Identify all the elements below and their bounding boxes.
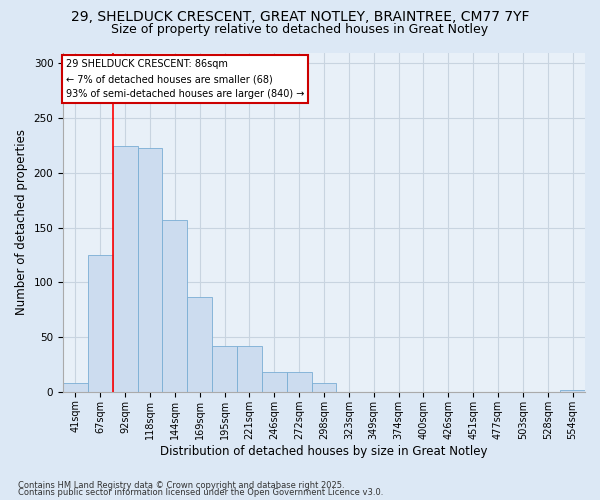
Y-axis label: Number of detached properties: Number of detached properties bbox=[15, 129, 28, 315]
Text: Size of property relative to detached houses in Great Notley: Size of property relative to detached ho… bbox=[112, 22, 488, 36]
X-axis label: Distribution of detached houses by size in Great Notley: Distribution of detached houses by size … bbox=[160, 444, 488, 458]
Bar bbox=[187, 296, 212, 392]
Text: 29 SHELDUCK CRESCENT: 86sqm
← 7% of detached houses are smaller (68)
93% of semi: 29 SHELDUCK CRESCENT: 86sqm ← 7% of deta… bbox=[65, 60, 304, 99]
Bar bbox=[237, 346, 262, 392]
Bar bbox=[137, 148, 163, 392]
Text: Contains public sector information licensed under the Open Government Licence v3: Contains public sector information licen… bbox=[18, 488, 383, 497]
Bar bbox=[88, 255, 113, 392]
Bar bbox=[560, 390, 585, 392]
Bar bbox=[311, 383, 337, 392]
Bar bbox=[113, 146, 137, 392]
Bar bbox=[63, 383, 88, 392]
Bar bbox=[163, 220, 187, 392]
Bar bbox=[212, 346, 237, 392]
Text: Contains HM Land Registry data © Crown copyright and database right 2025.: Contains HM Land Registry data © Crown c… bbox=[18, 480, 344, 490]
Bar bbox=[287, 372, 311, 392]
Text: 29, SHELDUCK CRESCENT, GREAT NOTLEY, BRAINTREE, CM77 7YF: 29, SHELDUCK CRESCENT, GREAT NOTLEY, BRA… bbox=[71, 10, 529, 24]
Bar bbox=[262, 372, 287, 392]
